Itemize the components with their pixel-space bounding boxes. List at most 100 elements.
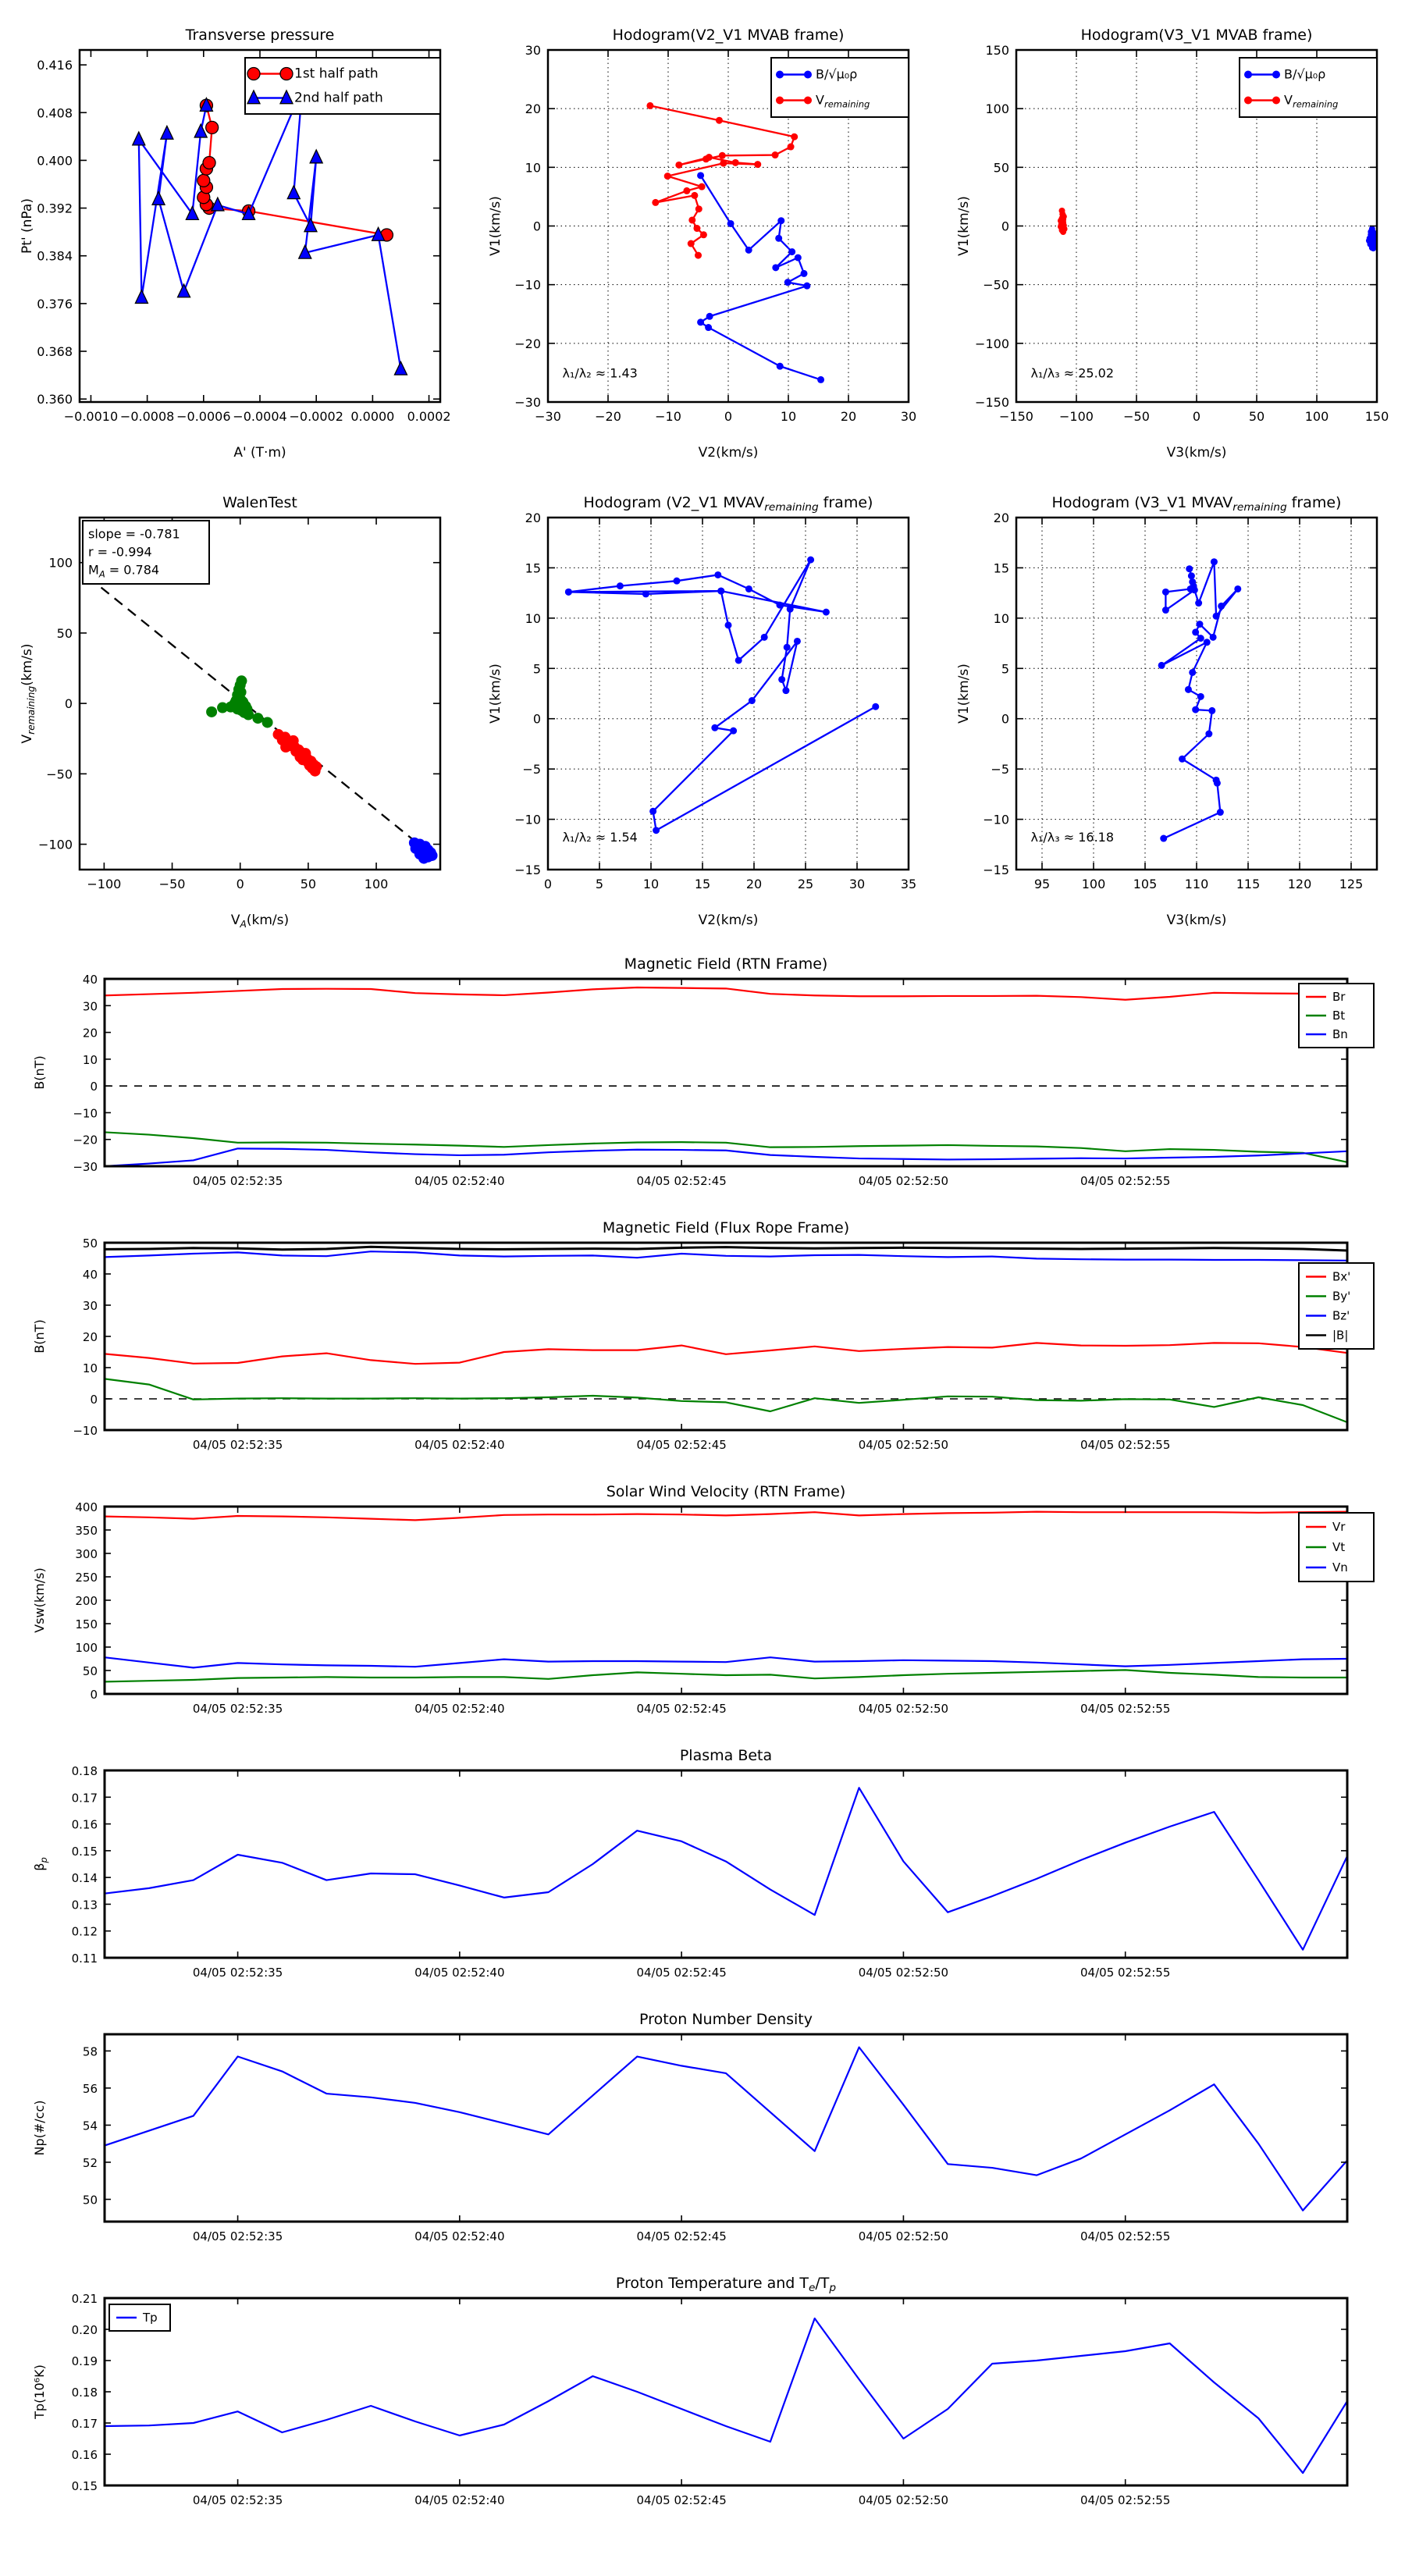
svg-text:04/05 02:52:40: 04/05 02:52:40 (414, 1702, 504, 1716)
svg-text:Magnetic Field (RTN Frame): Magnetic Field (RTN Frame) (624, 955, 828, 973)
svg-text:15: 15 (994, 560, 1009, 575)
svg-text:04/05 02:52:55: 04/05 02:52:55 (1080, 1438, 1170, 1452)
svg-text:−30: −30 (73, 1160, 98, 1174)
svg-text:B(nT): B(nT) (32, 1055, 47, 1089)
svg-text:50: 50 (83, 2193, 98, 2207)
svg-text:30: 30 (901, 409, 916, 424)
svg-text:0.0000: 0.0000 (350, 409, 394, 424)
svg-text:Pt' (nPa): Pt' (nPa) (20, 198, 35, 254)
svg-text:r = -0.994: r = -0.994 (88, 544, 152, 559)
svg-text:105: 105 (1133, 877, 1158, 891)
svg-text:V3(km/s): V3(km/s) (1167, 913, 1227, 928)
svg-text:20: 20 (994, 511, 1009, 525)
panel-hodogram-v3v1-mvab: −150 −100 −50 0 50 100 150 −150 −100 −50 0 50 100 150… (952, 11, 1389, 468)
svg-text:150: 150 (75, 1617, 98, 1631)
svg-text:110: 110 (1185, 877, 1209, 891)
svg-text:04/05 02:52:50: 04/05 02:52:50 (859, 1438, 948, 1452)
svg-text:10: 10 (525, 611, 541, 626)
panel-hodogram-v2v1-mvab: −30 −20 −10 0 10 20 30 −30 −20 −10 0 10 20 30 Hodogram… (484, 11, 921, 468)
svg-text:04/05 02:52:50: 04/05 02:52:50 (859, 1966, 948, 1980)
svg-text:−10: −10 (73, 1106, 98, 1120)
svg-text:Vt: Vt (1332, 1540, 1345, 1554)
svg-text:0: 0 (1193, 409, 1200, 424)
svg-text:35: 35 (901, 877, 916, 891)
svg-text:−5: −5 (522, 762, 541, 777)
svg-text:0.416: 0.416 (37, 58, 73, 73)
svg-text:0.14: 0.14 (72, 1871, 98, 1885)
svg-text:−10: −10 (655, 409, 681, 424)
panel-hodogram-v3v1-mvav: 95 100 105 110 115 120 125 −15 −10 −5 0 5 10 15 20 Hodo… (952, 479, 1389, 935)
svg-text:0: 0 (90, 1080, 98, 1094)
svg-text:5: 5 (596, 877, 603, 891)
svg-text:VA(km/s): VA(km/s) (231, 913, 289, 930)
svg-text:04/05 02:52:40: 04/05 02:52:40 (414, 1438, 504, 1452)
svg-text:04/05 02:52:40: 04/05 02:52:40 (414, 1966, 504, 1980)
svg-text:50: 50 (1249, 409, 1264, 424)
svg-text:0: 0 (533, 219, 541, 234)
svg-text:115: 115 (1236, 877, 1261, 891)
svg-text:150: 150 (1365, 409, 1389, 424)
svg-text:10: 10 (781, 409, 796, 424)
svg-text:20: 20 (525, 101, 541, 116)
svg-text:V1(km/s): V1(km/s) (488, 196, 503, 256)
svg-text:Vsw(km/s): Vsw(km/s) (32, 1567, 47, 1632)
svg-text:95: 95 (1034, 877, 1050, 891)
svg-text:0: 0 (533, 712, 541, 727)
panel-walen-test: −100 −50 0 50 100 −100 −50 0 50 100 WalenTest VA(km… (16, 479, 453, 935)
svg-text:200: 200 (75, 1594, 98, 1608)
svg-text:−0.0006: −0.0006 (176, 409, 230, 424)
svg-text:0.19: 0.19 (72, 2354, 98, 2368)
svg-text:0.21: 0.21 (72, 2292, 98, 2306)
panel-proton-number-density: 04/05 02:52:35 04/05 02:52:40 04/05 02:52:… (23, 2005, 1382, 2268)
svg-text:04/05 02:52:35: 04/05 02:52:35 (193, 1438, 283, 1452)
svg-text:04/05 02:52:50: 04/05 02:52:50 (859, 1174, 948, 1188)
svg-text:04/05 02:52:55: 04/05 02:52:55 (1080, 1702, 1170, 1716)
svg-text:0: 0 (65, 696, 73, 711)
svg-text:150: 150 (985, 43, 1009, 58)
svg-text:0.400: 0.400 (37, 153, 73, 168)
scatter-row-2: −100 −50 0 50 100 −100 −50 0 50 100 WalenTest VA(km… (0, 468, 1405, 935)
svg-text:Vremaining: Vremaining (1284, 93, 1338, 110)
svg-text:0.18: 0.18 (72, 1764, 98, 1778)
panel-plasma-beta: 04/05 02:52:35 04/05 02:52:40 04/05 02:52:… (23, 1741, 1382, 2005)
svg-text:−30: −30 (535, 409, 561, 424)
svg-text:04/05 02:52:45: 04/05 02:52:45 (636, 1438, 726, 1452)
svg-text:−30: −30 (514, 395, 541, 410)
svg-text:−100: −100 (1059, 409, 1094, 424)
svg-text:52: 52 (83, 2156, 98, 2170)
svg-text:100: 100 (48, 556, 73, 571)
svg-text:Hodogram(V3_V1 MVAB frame): Hodogram(V3_V1 MVAB frame) (1081, 27, 1313, 44)
svg-text:−50: −50 (159, 877, 186, 891)
svg-text:Proton Temperature and Te/Tp: Proton Temperature and Te/Tp (616, 2275, 837, 2294)
svg-text:Solar Wind Velocity (RTN Frame: Solar Wind Velocity (RTN Frame) (606, 1483, 846, 1500)
svg-text:04/05 02:52:55: 04/05 02:52:55 (1080, 1174, 1170, 1188)
panel-hodogram-v2v1-mvav: 0 5 10 15 20 25 30 35 −15 −10 −5 0 5 10 15 20 Hodogram (… (484, 479, 921, 935)
svg-text:20: 20 (83, 1330, 98, 1344)
panel-magnetic-field-flux-rope: 04/05 02:52:35 04/05 02:52:40 04/05 02:52:… (23, 1213, 1382, 1477)
svg-text:A' (T·m): A' (T·m) (233, 445, 286, 461)
svg-text:V2(km/s): V2(km/s) (699, 445, 759, 461)
svg-text:10: 10 (83, 1053, 98, 1067)
svg-text:0.16: 0.16 (72, 2448, 98, 2462)
svg-text:Hodogram(V2_V1 MVAB frame): Hodogram(V2_V1 MVAB frame) (613, 27, 845, 44)
svg-text:400: 400 (75, 1500, 98, 1514)
svg-text:10: 10 (994, 611, 1009, 626)
svg-text:βp: βp (32, 1857, 49, 1871)
svg-text:0.16: 0.16 (72, 1818, 98, 1832)
svg-text:04/05 02:52:55: 04/05 02:52:55 (1080, 2229, 1170, 2243)
svg-text:300: 300 (75, 1547, 98, 1561)
svg-text:100: 100 (1305, 409, 1329, 424)
svg-text:100: 100 (985, 101, 1009, 116)
svg-text:120: 120 (1288, 877, 1312, 891)
svg-text:Bt: Bt (1332, 1009, 1345, 1023)
svg-text:40: 40 (83, 973, 98, 987)
svg-text:0: 0 (544, 877, 552, 891)
svg-text:50: 50 (57, 626, 73, 641)
svg-text:Magnetic Field (Flux Rope Fram: Magnetic Field (Flux Rope Frame) (603, 1219, 849, 1236)
svg-text:50: 50 (83, 1664, 98, 1678)
svg-text:04/05 02:52:40: 04/05 02:52:40 (414, 2493, 504, 2507)
svg-text:0.18: 0.18 (72, 2386, 98, 2400)
svg-text:56: 56 (83, 2082, 98, 2096)
svg-text:Transverse pressure: Transverse pressure (185, 27, 335, 44)
